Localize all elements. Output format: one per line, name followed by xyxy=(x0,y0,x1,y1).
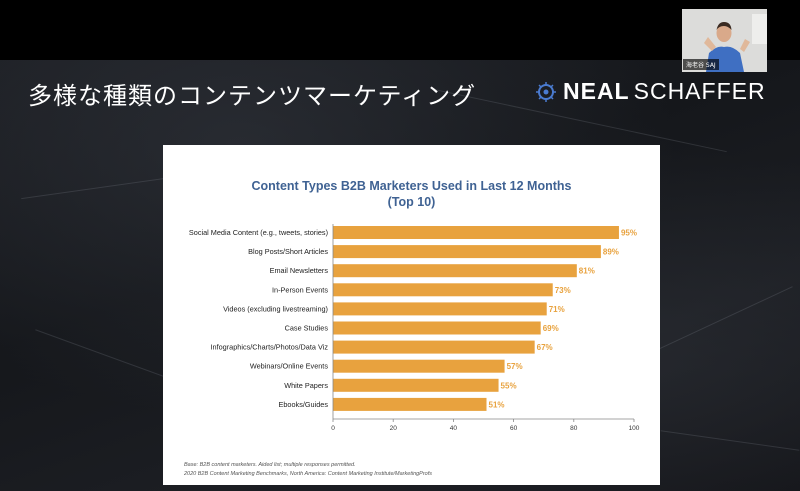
category-label: Social Media Content (e.g., tweets, stor… xyxy=(189,228,328,237)
category-label: Case Studies xyxy=(285,324,329,333)
chart-title: Content Types B2B Marketers Used in Last… xyxy=(251,179,572,193)
x-tick-label: 80 xyxy=(570,425,578,432)
category-label: In-Person Events xyxy=(272,285,328,294)
bar-value-label: 81% xyxy=(579,267,595,276)
bar xyxy=(333,397,487,411)
bar xyxy=(333,359,505,373)
bar xyxy=(333,264,577,278)
brain-circuit-icon xyxy=(536,81,556,102)
bar-value-label: 67% xyxy=(537,343,553,352)
bar-value-label: 55% xyxy=(501,381,517,390)
category-label: Blog Posts/Short Articles xyxy=(248,247,328,256)
participant-name-label: 海老谷 SAJ xyxy=(683,59,719,70)
bar xyxy=(333,321,541,335)
bar xyxy=(333,378,499,392)
category-label: Videos (excluding livestreaming) xyxy=(223,304,328,313)
category-label: White Papers xyxy=(284,381,328,390)
bar-chart: Social Media Content (e.g., tweets, stor… xyxy=(189,224,640,432)
x-tick-label: 40 xyxy=(450,425,458,432)
x-tick-label: 100 xyxy=(629,425,640,432)
x-tick-label: 0 xyxy=(331,425,335,432)
bar xyxy=(333,245,601,259)
category-label: Infographics/Charts/Photos/Data Viz xyxy=(211,343,329,352)
chart-footnote-base: Base: B2B content marketers. Aided list;… xyxy=(184,462,356,468)
video-call-top-bar xyxy=(0,0,800,60)
brand-name-last: SCHAFFER xyxy=(633,78,766,104)
marble-vein xyxy=(647,286,793,355)
category-label: Email Newsletters xyxy=(270,266,329,275)
bar-value-label: 89% xyxy=(603,248,619,257)
chart-footnote-source: 2020 B2B Content Marketing Benchmarks, N… xyxy=(184,471,433,477)
bar xyxy=(333,226,619,239)
slide-title: 多様な種類のコンテンツマーケティング xyxy=(28,82,477,110)
brand-logo: NEAL SCHAFFER xyxy=(535,78,766,105)
brand-name-first: NEAL xyxy=(563,78,630,104)
marble-vein xyxy=(660,430,800,451)
bar-value-label: 95% xyxy=(621,229,637,238)
chart-subtitle: (Top 10) xyxy=(387,195,436,209)
bar-value-label: 71% xyxy=(549,305,565,314)
x-tick-label: 60 xyxy=(510,425,518,432)
bar-value-label: 73% xyxy=(555,286,571,295)
bar-value-label: 69% xyxy=(543,324,559,333)
bar xyxy=(333,283,553,297)
x-tick-label: 20 xyxy=(390,425,398,432)
bar xyxy=(333,302,547,316)
chart-card: Content Types B2B Marketers Used in Last… xyxy=(163,145,660,485)
bar xyxy=(333,340,535,354)
category-label: Ebooks/Guides xyxy=(279,400,329,409)
bar-value-label: 57% xyxy=(507,362,523,371)
category-label: Webinars/Online Events xyxy=(250,362,328,371)
webcam-thumbnail[interactable]: 海老谷 SAJ xyxy=(682,9,767,72)
bar-value-label: 51% xyxy=(489,400,505,409)
